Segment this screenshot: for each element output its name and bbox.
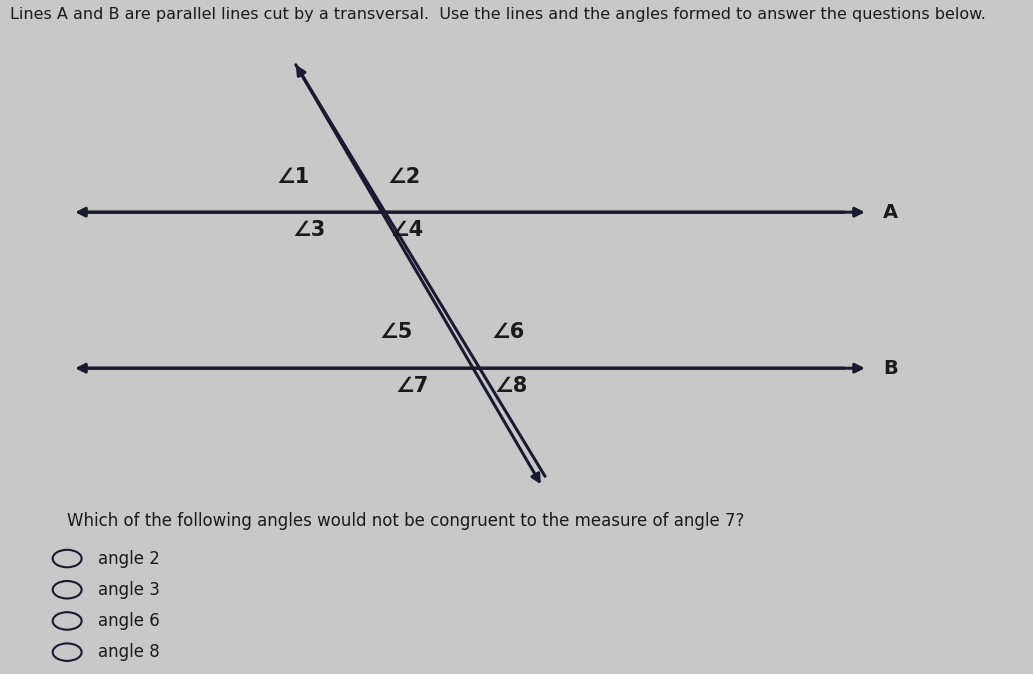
Text: angle 2: angle 2 (98, 549, 160, 568)
Text: ∠4: ∠4 (390, 220, 424, 240)
Text: ∠8: ∠8 (495, 375, 528, 396)
Text: B: B (883, 359, 898, 377)
Text: ∠2: ∠2 (387, 167, 420, 187)
Text: Lines A and B are parallel lines cut by a transversal.  Use the lines and the an: Lines A and B are parallel lines cut by … (10, 7, 987, 22)
Text: ∠6: ∠6 (492, 322, 525, 342)
Text: Which of the following angles would not be congruent to the measure of angle 7?: Which of the following angles would not … (67, 512, 745, 530)
Text: A: A (883, 203, 899, 222)
Text: ∠1: ∠1 (277, 167, 310, 187)
Text: angle 3: angle 3 (98, 581, 160, 599)
Text: ∠5: ∠5 (380, 322, 413, 342)
Text: angle 8: angle 8 (98, 643, 160, 661)
Text: angle 6: angle 6 (98, 612, 160, 630)
Text: ∠7: ∠7 (396, 375, 429, 396)
Text: ∠3: ∠3 (292, 220, 325, 240)
